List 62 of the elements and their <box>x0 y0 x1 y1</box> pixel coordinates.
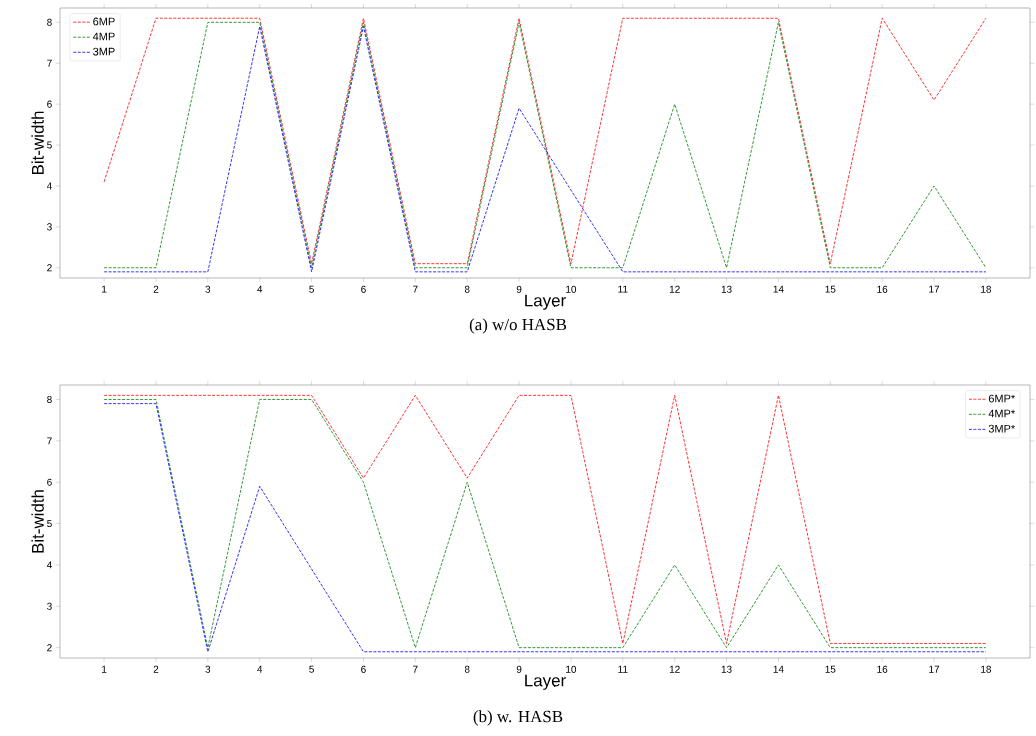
y-tick-label: 2 <box>47 644 52 652</box>
x-tick-label: 16 <box>877 285 888 293</box>
y-tick-label: 3 <box>47 223 52 231</box>
x-tick-label: 13 <box>721 665 732 673</box>
y-tick-label: 5 <box>47 520 52 528</box>
x-tick-label: 4 <box>257 285 263 293</box>
x-tick-label: 18 <box>981 285 992 293</box>
x-tick-label: 8 <box>464 665 470 673</box>
x-tick-label: 5 <box>309 665 314 673</box>
x-tick-label: 3 <box>205 285 211 293</box>
y-tick-label: 8 <box>47 395 52 403</box>
x-tick-label: 11 <box>618 665 628 673</box>
x-tick-label: 10 <box>566 665 577 673</box>
legend-label: 3MP <box>93 47 115 56</box>
x-tick-label: 8 <box>464 285 470 293</box>
x-tick-label: 1 <box>102 285 107 293</box>
legend-label: 6MP <box>93 17 115 26</box>
x-tick-label: 3 <box>205 665 211 673</box>
x-tick-label: 7 <box>413 285 418 293</box>
y-tick-label: 7 <box>47 59 52 67</box>
legend-label: 4MP* <box>988 409 1015 418</box>
y-tick-label: 4 <box>46 561 52 569</box>
x-tick-label: 18 <box>981 665 992 673</box>
x-tick-label: 6 <box>361 285 366 293</box>
legend-label: 3MP* <box>988 424 1015 433</box>
x-tick-label: 16 <box>877 665 888 673</box>
x-tick-label: 5 <box>309 285 314 293</box>
legend-label: 4MP <box>92 32 115 41</box>
legend-label: 6MP* <box>988 394 1015 403</box>
y-tick-label: 2 <box>47 264 52 272</box>
x-tick-label: 12 <box>669 665 680 673</box>
x-tick-label: 14 <box>773 665 784 673</box>
y-tick-label: 4 <box>46 182 52 190</box>
y-axis-title: Bit-width <box>31 490 44 553</box>
y-axis-title: Bit-width <box>31 111 44 175</box>
x-tick-label: 9 <box>516 665 522 673</box>
x-tick-label: 11 <box>618 285 628 293</box>
y-tick-label: 8 <box>47 18 52 26</box>
text: (a) w/o HASB <box>469 318 567 334</box>
x-tick-label: 10 <box>566 285 577 293</box>
x-tick-label: 15 <box>825 285 836 293</box>
x-tick-label: 9 <box>516 285 522 293</box>
x-tick-label: 7 <box>413 665 418 673</box>
x-tick-label: 2 <box>153 665 159 673</box>
y-tick-label: 6 <box>47 478 52 486</box>
x-tick-label: 4 <box>257 665 263 673</box>
x-tick-label: 14 <box>773 285 784 293</box>
x-tick-label: 17 <box>929 285 940 293</box>
x-tick-label: 2 <box>153 285 159 293</box>
x-tick-label: 6 <box>361 665 366 673</box>
y-tick-label: 5 <box>47 141 52 149</box>
x-tick-label: 1 <box>102 665 107 673</box>
y-tick-label: 7 <box>47 437 52 445</box>
x-axis-title: Layer <box>525 294 566 310</box>
y-tick-label: 3 <box>47 602 52 610</box>
x-tick-label: 17 <box>929 665 940 673</box>
x-tick-label: 15 <box>825 665 836 673</box>
text: (b) w. HASB <box>473 710 563 726</box>
x-tick-label: 12 <box>669 285 680 293</box>
x-axis-title: Layer <box>525 674 566 690</box>
y-tick-label: 6 <box>47 100 52 108</box>
x-tick-label: 13 <box>721 285 732 293</box>
